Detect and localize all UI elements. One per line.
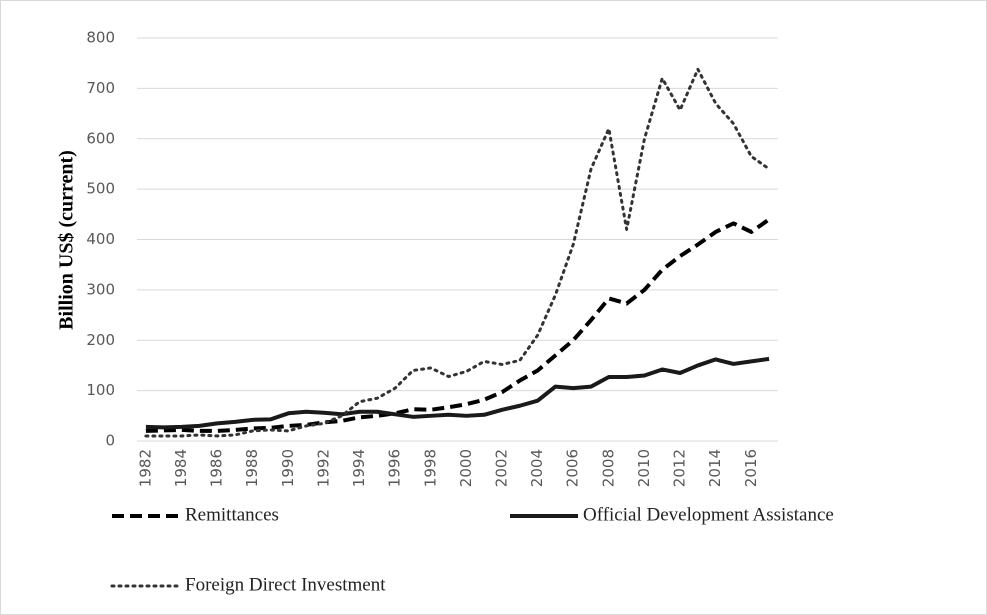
x-tick-label: 1988: [243, 449, 261, 487]
x-tick-label: 1998: [421, 449, 439, 487]
x-tick-label: 1992: [314, 449, 332, 487]
x-tick-label: 1994: [350, 449, 368, 487]
y-tick-label: 300: [86, 280, 115, 298]
data-line: [144, 67, 771, 438]
x-tick-label: 1982: [136, 449, 154, 487]
data-line: [145, 217, 771, 433]
x-tick-label: 2012: [671, 449, 689, 487]
x-tick-label: 2000: [457, 449, 475, 487]
y-tick-label: 200: [86, 331, 115, 349]
y-tick-label: 500: [86, 180, 115, 198]
y-axis-label: Billion US$ (current): [56, 150, 78, 330]
y-tick-label: 700: [86, 79, 115, 97]
x-tick-label: 2004: [528, 449, 546, 487]
x-tick-label: 1996: [386, 449, 404, 487]
x-tick-label: 2002: [493, 449, 511, 487]
x-tick-label: 1986: [208, 449, 226, 487]
legend-label: Remittances: [185, 504, 279, 525]
y-tick-label: 100: [86, 381, 115, 399]
legend-label: Official Development Assistance: [583, 504, 834, 525]
data-line: [145, 356, 770, 430]
y-tick-label: 400: [86, 230, 115, 248]
y-tick-label: 0: [105, 432, 115, 450]
legend-label: Foreign Direct Investment: [185, 574, 386, 595]
x-tick-label: 2006: [564, 449, 582, 487]
x-tick-label: 1984: [172, 449, 190, 487]
x-tick-label: 2014: [706, 449, 724, 487]
y-tick-label: 600: [86, 129, 115, 147]
x-tick-label: 2010: [635, 449, 653, 487]
y-tick-label: 800: [86, 29, 115, 47]
x-tick-label: 2008: [599, 449, 617, 487]
x-tick-label: 1990: [279, 449, 297, 487]
x-tick-label: 2016: [742, 449, 760, 487]
